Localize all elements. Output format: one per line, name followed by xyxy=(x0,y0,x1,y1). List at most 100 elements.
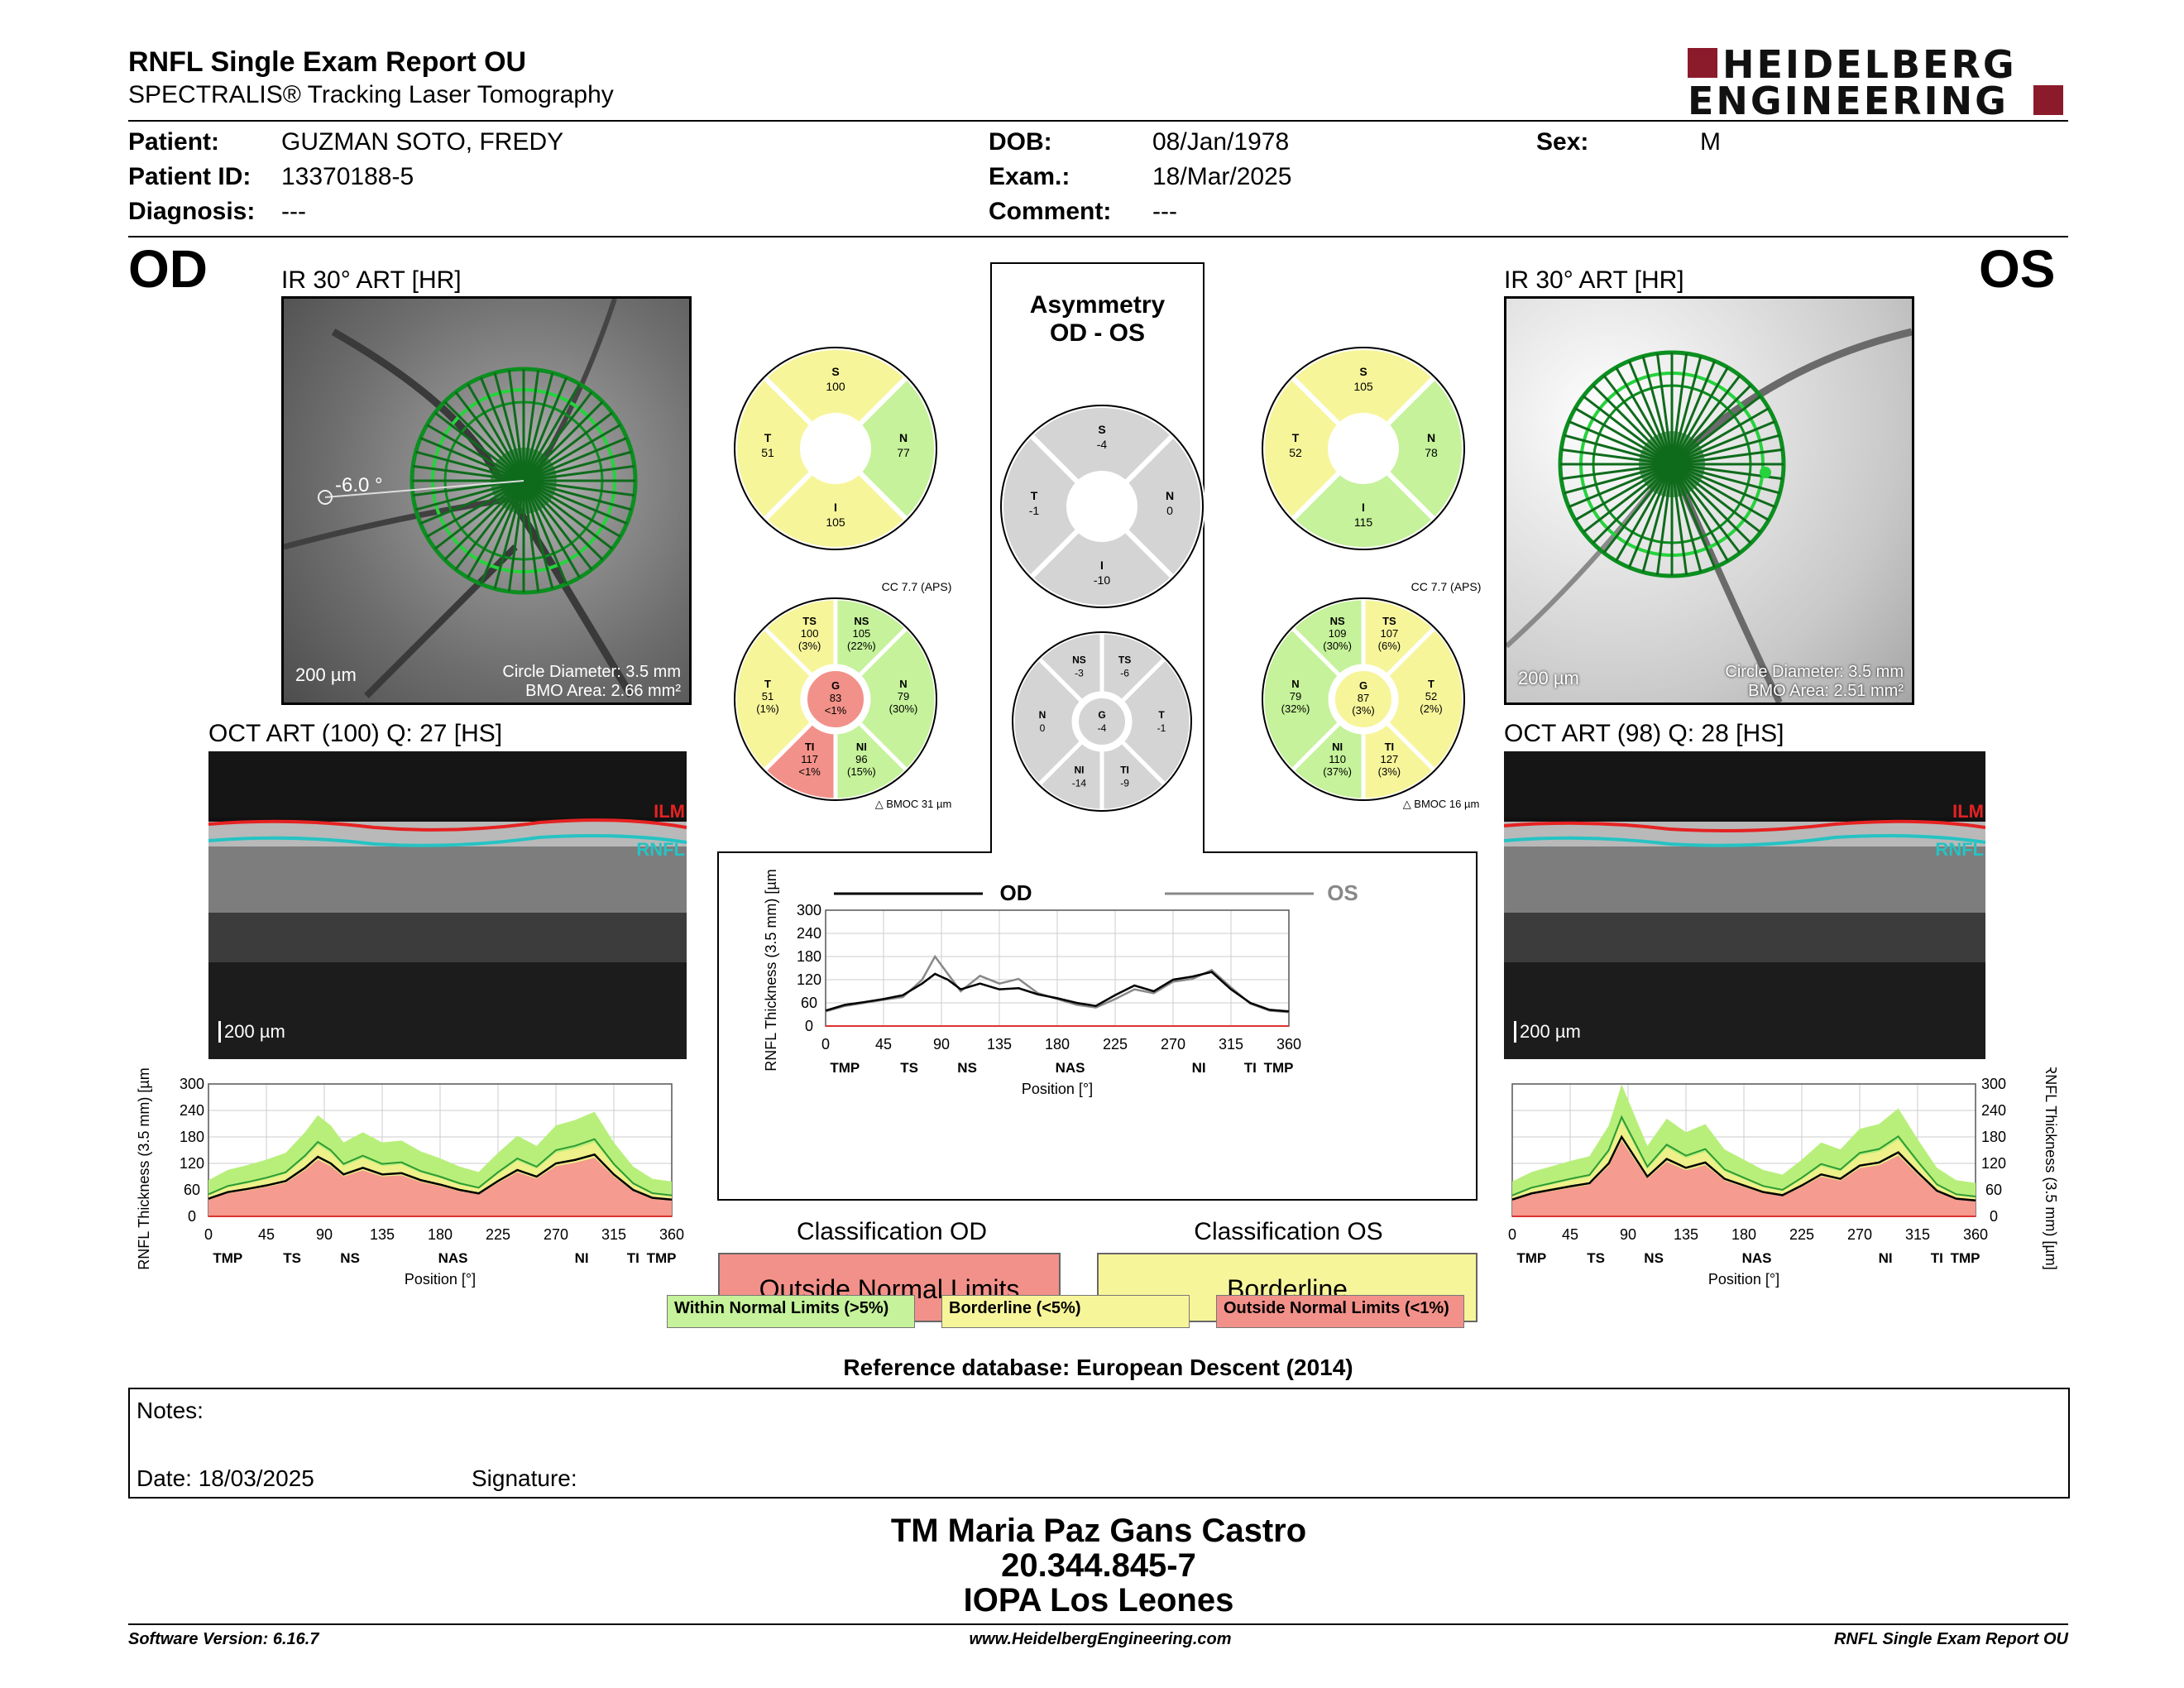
scan-spoke xyxy=(454,391,525,482)
y-tick-label: 240 xyxy=(1981,1102,2006,1119)
scan-spoke xyxy=(1671,463,1776,509)
x-tick-label: 135 xyxy=(370,1226,395,1243)
sector-G xyxy=(1332,668,1395,731)
asymmetry-title-line1: Asymmetry xyxy=(1029,291,1166,319)
scan-spoke xyxy=(1670,463,1717,568)
sector-text-TS: (6%) xyxy=(1378,640,1401,652)
sector-diagrams: S100N77I105T51S-4N0I-10T-1S105N78I115T52… xyxy=(732,345,1481,813)
sector-axis-label: TI xyxy=(1931,1250,1943,1266)
scan-spoke xyxy=(522,480,568,585)
sector-text-G: <1% xyxy=(825,704,847,717)
x-tick-label: 135 xyxy=(1674,1226,1698,1243)
sector-label-I: I xyxy=(1362,501,1365,514)
scan-spoke xyxy=(522,391,593,482)
dob-value: 08/Jan/1978 xyxy=(1152,128,1290,156)
signer-id: 20.344.845-7 xyxy=(1001,1547,1196,1584)
scan-spoke xyxy=(1574,463,1673,521)
os-ir-caption: IR 30° ART [HR] xyxy=(1504,266,1684,294)
sector-text-TS: 100 xyxy=(801,627,819,640)
center-panel-frame xyxy=(717,262,1478,1201)
scan-spoke xyxy=(1568,420,1673,466)
od-circle-diameter: Circle Diameter: 3.5 mm xyxy=(502,663,681,681)
sector-value-N: 0 xyxy=(1166,504,1173,517)
od-angle-label: -6.0 ° xyxy=(335,474,383,496)
notes-date: Date: 18/03/2025 xyxy=(136,1465,314,1491)
od-oct-svg xyxy=(208,751,687,1059)
sector-text-NI: -14 xyxy=(1072,778,1087,789)
od-oct-caption: OCT ART (100) Q: 27 [HS] xyxy=(208,720,503,747)
x-tick-label: 225 xyxy=(486,1226,510,1243)
sector-axis-label: TMP xyxy=(1516,1250,1546,1266)
sex-label: Sex: xyxy=(1536,128,1589,156)
y-tick-label: 300 xyxy=(180,1076,204,1092)
sector-axis-label: TMP xyxy=(213,1250,242,1266)
sector-value-T: 51 xyxy=(761,446,774,459)
sector-outline xyxy=(1262,597,1465,801)
os-bmoc-label: △ BMOC 16 µm xyxy=(1403,798,1480,810)
x-tick-label: 360 xyxy=(1963,1226,1988,1243)
y-tick-label: 0 xyxy=(1990,1208,1998,1225)
scan-spoke xyxy=(426,424,524,482)
sector-text-NI: (15%) xyxy=(847,765,876,778)
scan-spoke xyxy=(1602,374,1674,465)
y-tick-label: 120 xyxy=(180,1155,204,1172)
dob-label: DOB: xyxy=(989,128,1052,156)
sector-text-N: (32%) xyxy=(1281,703,1310,715)
x-axis-label: Position [°] xyxy=(405,1271,476,1288)
sector-text-G: -4 xyxy=(1098,722,1107,734)
scan-spoke xyxy=(522,376,568,482)
sector-text-NI: NI xyxy=(856,741,867,753)
os-oct-svg xyxy=(1504,751,1985,1059)
y-tick-label: 180 xyxy=(797,948,821,965)
y-tick-label: 300 xyxy=(1981,1076,2006,1092)
scan-spoke xyxy=(433,411,524,482)
x-tick-label: 225 xyxy=(1103,1036,1128,1053)
legend-od-label: OD xyxy=(1000,880,1032,905)
sector-text-TI: TI xyxy=(1120,765,1129,776)
scan-spoke xyxy=(1655,463,1674,576)
scan-spoke xyxy=(1615,367,1674,465)
od-oct-scale: 200 µm xyxy=(218,1021,285,1043)
sector-axis-label: NAS xyxy=(1742,1250,1772,1266)
x-axis-label: Position [°] xyxy=(1708,1271,1779,1288)
x-tick-label: 90 xyxy=(316,1226,333,1243)
sector-text-N: N xyxy=(1039,709,1046,721)
sector-text-TS: TS xyxy=(1118,654,1131,665)
scan-spoke xyxy=(415,479,524,511)
scan-spoke xyxy=(522,480,554,589)
sector-text-TS: TS xyxy=(802,615,817,627)
od-fundus-image: -6.0 ° 200 µm Circle Diameter: 3.5 mm BM… xyxy=(281,296,692,705)
sector-label-S: S xyxy=(1359,365,1367,378)
website-link[interactable]: www.HeidelbergEngineering.com xyxy=(969,1630,1232,1648)
patient-id-label: Patient ID: xyxy=(128,163,251,190)
od-cc-label: CC 7.7 (APS) xyxy=(882,580,952,593)
sector-text-T: T xyxy=(1158,709,1165,721)
scan-spoke xyxy=(1670,360,1717,465)
signer-name: TM Maria Paz Gans Castro xyxy=(890,1513,1307,1549)
scan-spoke xyxy=(1671,463,1780,495)
y-tick-label: 300 xyxy=(797,902,821,918)
sector-axis-label: NI xyxy=(1192,1060,1206,1076)
scan-spoke xyxy=(1602,463,1674,554)
sector-text-NI: 110 xyxy=(1329,753,1346,765)
scan-spoke xyxy=(1671,407,1770,466)
scan-spoke xyxy=(523,436,628,482)
x-tick-label: 315 xyxy=(1219,1036,1243,1053)
sector-axis-label: TS xyxy=(900,1060,918,1076)
report-title: RNFL Single Exam Report OU xyxy=(128,46,527,78)
patient-value: GUZMAN SOTO, FREDY xyxy=(281,128,564,156)
os-oct-caption: OCT ART (98) Q: 28 [HS] xyxy=(1504,720,1784,747)
sector-axis-label: NS xyxy=(340,1250,360,1266)
sector-text-NI: 96 xyxy=(855,753,867,765)
y-tick-label: 60 xyxy=(801,995,817,1011)
signer-place: IOPA Los Leones xyxy=(963,1582,1234,1618)
x-tick-label: 90 xyxy=(933,1036,950,1053)
scan-spoke xyxy=(523,464,635,482)
od-rnfl-chart: 300 240 180 120 60 00 45 90 135 180 225 270 315 360 TM… xyxy=(136,1067,684,1288)
sector-text-N: N xyxy=(1291,678,1299,690)
y-tick-label: 0 xyxy=(188,1208,196,1225)
scan-spoke xyxy=(1592,384,1674,466)
scan-spoke xyxy=(1671,395,1762,466)
x-tick-label: 270 xyxy=(544,1226,568,1243)
sector-text-G: G xyxy=(1359,679,1367,692)
